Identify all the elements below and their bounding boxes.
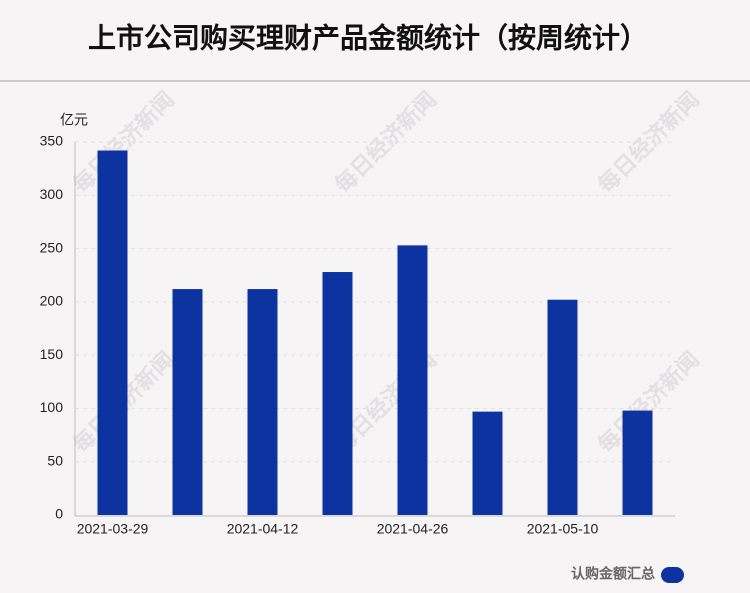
y-tick-label: 250 xyxy=(40,239,64,255)
x-tick-label: 2021-04-12 xyxy=(227,521,299,537)
bar xyxy=(547,299,578,515)
y-unit: 亿元 xyxy=(60,112,88,128)
y-tick-label: 100 xyxy=(40,399,64,415)
y-tick-label: 50 xyxy=(47,452,63,468)
x-tick-label: 2021-03-29 xyxy=(77,521,149,537)
chart-title: 上市公司购买理财产品金额统计（按周统计） xyxy=(88,21,648,53)
bar xyxy=(247,289,278,515)
bar xyxy=(472,411,503,515)
legend-swatch xyxy=(661,567,684,583)
y-tick-label: 300 xyxy=(40,186,64,202)
y-tick-label: 200 xyxy=(40,293,64,309)
x-tick-label: 2021-05-10 xyxy=(527,521,599,537)
bar xyxy=(172,289,203,515)
bar xyxy=(97,150,128,516)
bar xyxy=(622,410,653,515)
bar xyxy=(397,245,428,516)
x-tick-label: 2021-04-26 xyxy=(377,521,449,537)
y-tick-label: 150 xyxy=(40,346,64,362)
y-tick-label: 350 xyxy=(40,133,64,149)
y-tick-label: 0 xyxy=(55,506,63,522)
legend-label: 认购金额汇总 xyxy=(571,566,655,582)
bar xyxy=(322,272,353,515)
